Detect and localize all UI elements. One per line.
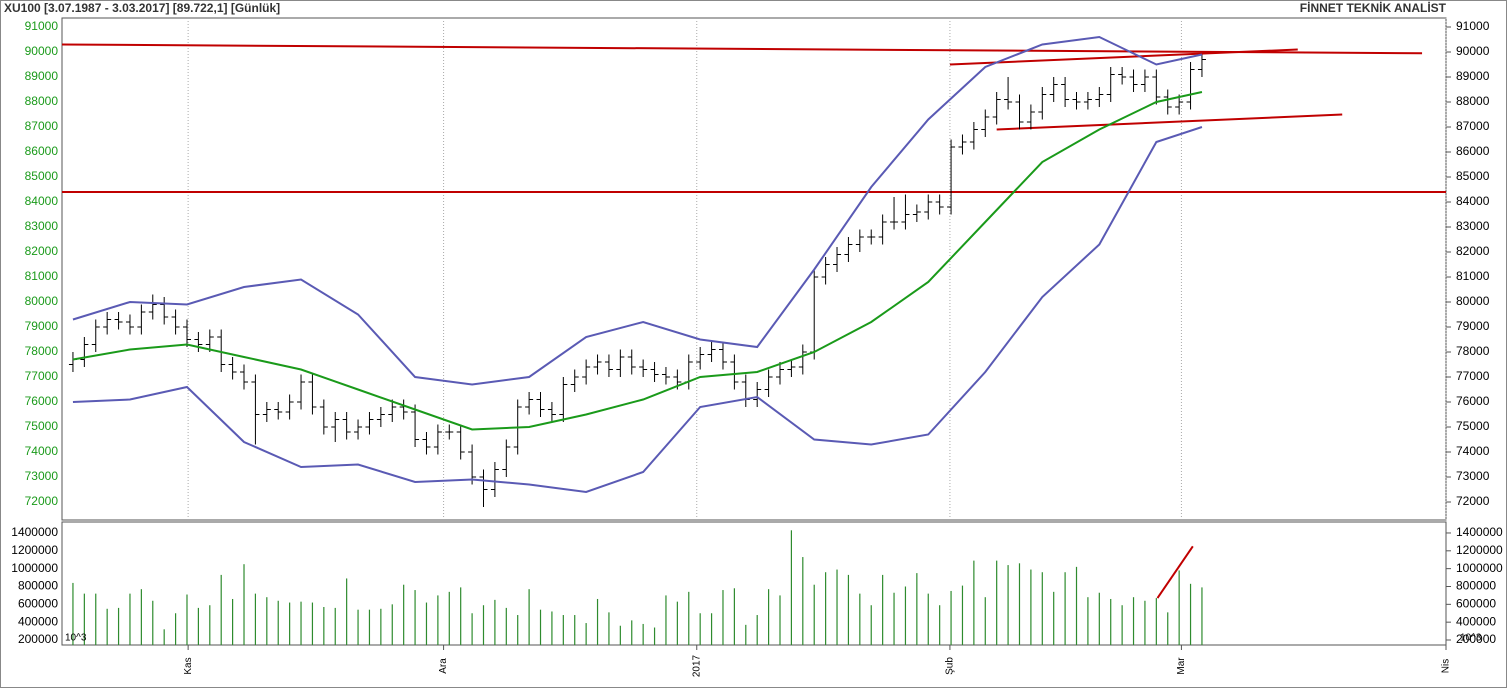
y-tick-label-right: 89000 — [1456, 69, 1490, 83]
unit-label: 10^3 — [65, 633, 87, 644]
y-tick-label-left: 72000 — [25, 494, 59, 508]
y-tick-label-right: 1400000 — [1456, 525, 1503, 539]
y-tick-label-right: 90000 — [1456, 44, 1490, 58]
y-tick-label-left: 83000 — [25, 219, 59, 233]
y-tick-label-right: 800000 — [1456, 579, 1496, 593]
y-tick-label-left: 200000 — [18, 632, 58, 646]
y-tick-label-right: 76000 — [1456, 394, 1490, 408]
y-tick-label-left: 1400000 — [11, 525, 58, 539]
y-tick-label-left: 600000 — [18, 596, 58, 610]
x-tick-label: Nis — [1441, 659, 1452, 673]
y-tick-label-right: 86000 — [1456, 144, 1490, 158]
trendline — [949, 48, 1298, 66]
y-tick-label-right: 600000 — [1456, 596, 1496, 610]
y-tick-label-left: 74000 — [25, 444, 59, 458]
y-tick-label-right: 88000 — [1456, 94, 1490, 108]
y-tick-label-left: 88000 — [25, 94, 59, 108]
y-tick-label-left: 1000000 — [11, 561, 58, 575]
y-tick-label-left: 81000 — [25, 269, 59, 283]
y-tick-label-left: 91000 — [25, 19, 59, 33]
y-tick-label-right: 85000 — [1456, 169, 1490, 183]
y-tick-label-left: 80000 — [25, 294, 59, 308]
y-tick-label-left: 75000 — [25, 419, 59, 433]
y-tick-label-right: 1000000 — [1456, 561, 1503, 575]
y-tick-label-right: 83000 — [1456, 219, 1490, 233]
y-tick-label-right: 400000 — [1456, 614, 1496, 628]
band-line — [72, 91, 1203, 431]
y-tick-label-left: 73000 — [25, 469, 59, 483]
y-tick-label-right: 75000 — [1456, 419, 1490, 433]
y-tick-label-left: 87000 — [25, 119, 59, 133]
x-tick-label: Şub — [945, 657, 956, 675]
y-tick-label-right: 77000 — [1456, 369, 1490, 383]
y-tick-label-right: 91000 — [1456, 19, 1490, 33]
y-tick-label-left: 79000 — [25, 319, 59, 333]
y-tick-label-left: 86000 — [25, 144, 59, 158]
band-line — [72, 35, 1203, 386]
trendline — [1156, 545, 1194, 599]
x-tick-label: Kas — [183, 657, 194, 674]
y-tick-label-left: 85000 — [25, 169, 59, 183]
y-tick-label-right: 78000 — [1456, 344, 1490, 358]
y-tick-label-right: 1200000 — [1456, 543, 1503, 557]
band-line — [72, 126, 1203, 494]
y-tick-label-left: 84000 — [25, 194, 59, 208]
y-tick-label-right: 82000 — [1456, 244, 1490, 258]
y-tick-label-right: 74000 — [1456, 444, 1490, 458]
volume-panel — [61, 521, 1447, 646]
y-tick-label-right: 84000 — [1456, 194, 1490, 208]
x-tick-label: Mar — [1176, 657, 1187, 675]
y-tick-label-right: 72000 — [1456, 494, 1490, 508]
x-tick-label: 2017 — [691, 654, 702, 677]
y-tick-label-right: 81000 — [1456, 269, 1490, 283]
y-tick-label-left: 89000 — [25, 69, 59, 83]
y-tick-label-right: 73000 — [1456, 469, 1490, 483]
y-tick-label-right: 79000 — [1456, 319, 1490, 333]
y-tick-label-left: 400000 — [18, 614, 58, 628]
trendline — [61, 43, 1423, 55]
y-tick-label-right: 80000 — [1456, 294, 1490, 308]
y-tick-label-left: 77000 — [25, 369, 59, 383]
x-tick-label: Ara — [438, 658, 449, 674]
y-tick-label-left: 78000 — [25, 344, 59, 358]
trendline — [996, 113, 1343, 131]
header-left: XU100 [3.07.1987 - 3.03.2017] [89.722,1]… — [4, 1, 280, 15]
y-tick-label-left: 1200000 — [11, 543, 58, 557]
y-tick-label-left: 76000 — [25, 394, 59, 408]
y-tick-label-left: 800000 — [18, 579, 58, 593]
y-tick-label-left: 82000 — [25, 244, 59, 258]
y-tick-label-left: 90000 — [25, 44, 59, 58]
y-tick-label-right: 87000 — [1456, 119, 1490, 133]
y-tick-label-right: 200000 — [1456, 632, 1496, 646]
header-right: FİNNET TEKNİK ANALİST — [1300, 0, 1447, 15]
unit-label: 10^3 — [1460, 633, 1482, 644]
price-panel — [61, 17, 1447, 521]
